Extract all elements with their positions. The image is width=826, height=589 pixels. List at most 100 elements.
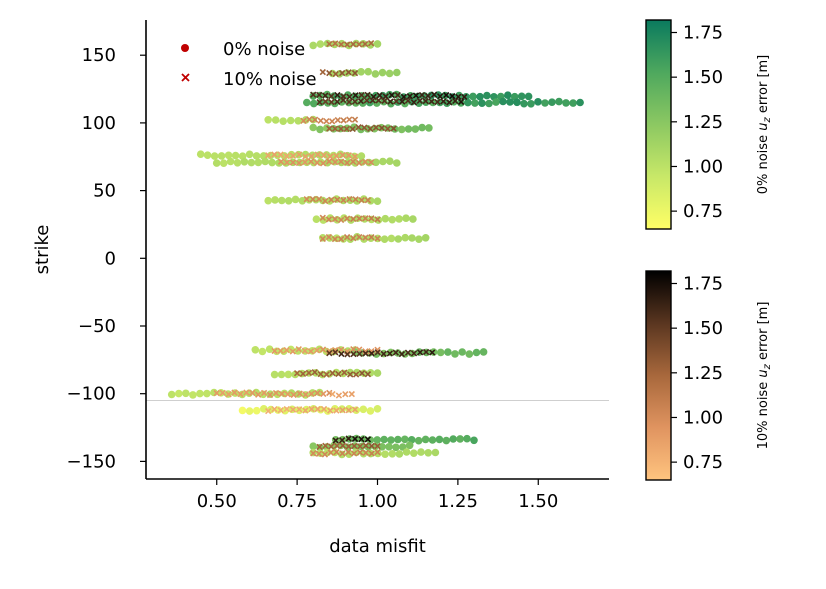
point-circle xyxy=(189,391,197,399)
point-x xyxy=(362,348,369,355)
legend-label-10-noise: 10% noise xyxy=(223,69,317,90)
colorbar-tick-label: 1.50 xyxy=(683,67,723,88)
point-x xyxy=(340,197,347,204)
axes: 0.50 0.75 1.00 1.25 1.50 −150 −100 −50 0 50 100 15… xyxy=(32,20,609,557)
x-tick-label: 1.50 xyxy=(518,491,558,512)
point-circle xyxy=(373,405,382,413)
point-x xyxy=(372,124,380,131)
point-x xyxy=(231,389,238,396)
point-circle xyxy=(483,91,491,100)
point-x xyxy=(457,98,465,106)
point-x xyxy=(303,196,310,203)
point-x xyxy=(350,41,357,48)
point-circle xyxy=(388,450,397,458)
x-axis-label: data misfit xyxy=(329,536,426,557)
point-circle xyxy=(411,125,420,133)
point-x xyxy=(357,97,365,105)
colorbar-label-symbol: u xyxy=(756,369,771,377)
point-x xyxy=(283,405,290,413)
point-circle xyxy=(245,407,254,415)
x-tick-label: 1.00 xyxy=(357,491,397,512)
point-circle xyxy=(462,93,470,101)
point-x xyxy=(319,346,327,353)
point-circle xyxy=(421,435,430,444)
point-x xyxy=(350,235,357,242)
point-x xyxy=(295,159,303,167)
point-circle xyxy=(309,123,318,132)
point-circle xyxy=(196,389,204,398)
point-circle xyxy=(469,92,477,101)
point-x xyxy=(345,152,352,159)
colorbar-tick-label: 1.75 xyxy=(683,23,723,44)
point-x xyxy=(316,99,323,106)
point-x xyxy=(368,350,375,357)
point-x xyxy=(325,158,333,165)
point-circle xyxy=(562,99,570,107)
point-circle xyxy=(387,99,395,108)
point-x xyxy=(237,390,244,398)
point-x xyxy=(449,92,456,100)
point-x xyxy=(374,216,381,223)
y-tick-label: 50 xyxy=(93,181,116,202)
point-x xyxy=(339,450,346,457)
point-x xyxy=(335,370,342,378)
point-x xyxy=(346,195,353,203)
point-x xyxy=(327,153,334,160)
point-x xyxy=(349,158,357,165)
point-x xyxy=(393,98,400,105)
colorbar-noise-10: 0.75 1.00 1.25 1.50 1.75 10% noise uz error [… xyxy=(645,270,773,481)
point-x xyxy=(340,117,347,124)
point-x xyxy=(355,124,362,131)
point-x xyxy=(319,160,327,167)
point-circle xyxy=(309,92,318,100)
colorbar-label: 10% noise uz error [m] xyxy=(756,302,773,450)
point-circle xyxy=(476,92,484,101)
point-circle xyxy=(286,116,295,125)
point-x xyxy=(406,93,414,100)
point-circle xyxy=(397,125,406,134)
point-x xyxy=(332,437,339,444)
point-x xyxy=(289,159,297,166)
point-circle xyxy=(431,448,440,457)
point-circle xyxy=(436,348,445,357)
point-x xyxy=(364,197,372,204)
point-circle xyxy=(378,443,386,451)
point-circle xyxy=(258,347,267,356)
point-x xyxy=(368,450,375,457)
point-x xyxy=(348,390,355,398)
point-x xyxy=(320,405,328,413)
point-x xyxy=(376,92,383,99)
point-x xyxy=(388,91,395,99)
point-circle xyxy=(339,235,348,243)
point-x xyxy=(352,92,359,99)
point-x xyxy=(392,349,399,356)
point-x xyxy=(309,196,317,203)
point-x xyxy=(338,69,346,77)
point-circle xyxy=(280,152,289,160)
point-x xyxy=(277,151,284,158)
point-circle xyxy=(387,234,396,243)
legend-circle-marker xyxy=(181,44,189,52)
point-circle xyxy=(555,97,563,106)
point-circle xyxy=(233,159,242,167)
point-x xyxy=(422,348,430,356)
point-x xyxy=(319,235,326,243)
point-x xyxy=(307,348,315,355)
point-circle xyxy=(357,68,365,76)
point-circle xyxy=(238,406,247,415)
point-circle xyxy=(471,99,479,107)
point-circle xyxy=(417,448,425,456)
point-circle xyxy=(366,407,375,415)
point-x xyxy=(352,371,360,378)
point-circle xyxy=(357,152,366,160)
point-circle xyxy=(386,157,394,165)
point-circle xyxy=(366,369,375,377)
point-circle xyxy=(381,450,389,459)
point-x xyxy=(352,196,359,203)
point-x xyxy=(337,158,345,165)
point-circle xyxy=(380,435,388,444)
point-x xyxy=(260,389,268,397)
point-circle xyxy=(401,435,409,444)
point-x xyxy=(374,235,381,242)
point-circle xyxy=(167,390,176,399)
